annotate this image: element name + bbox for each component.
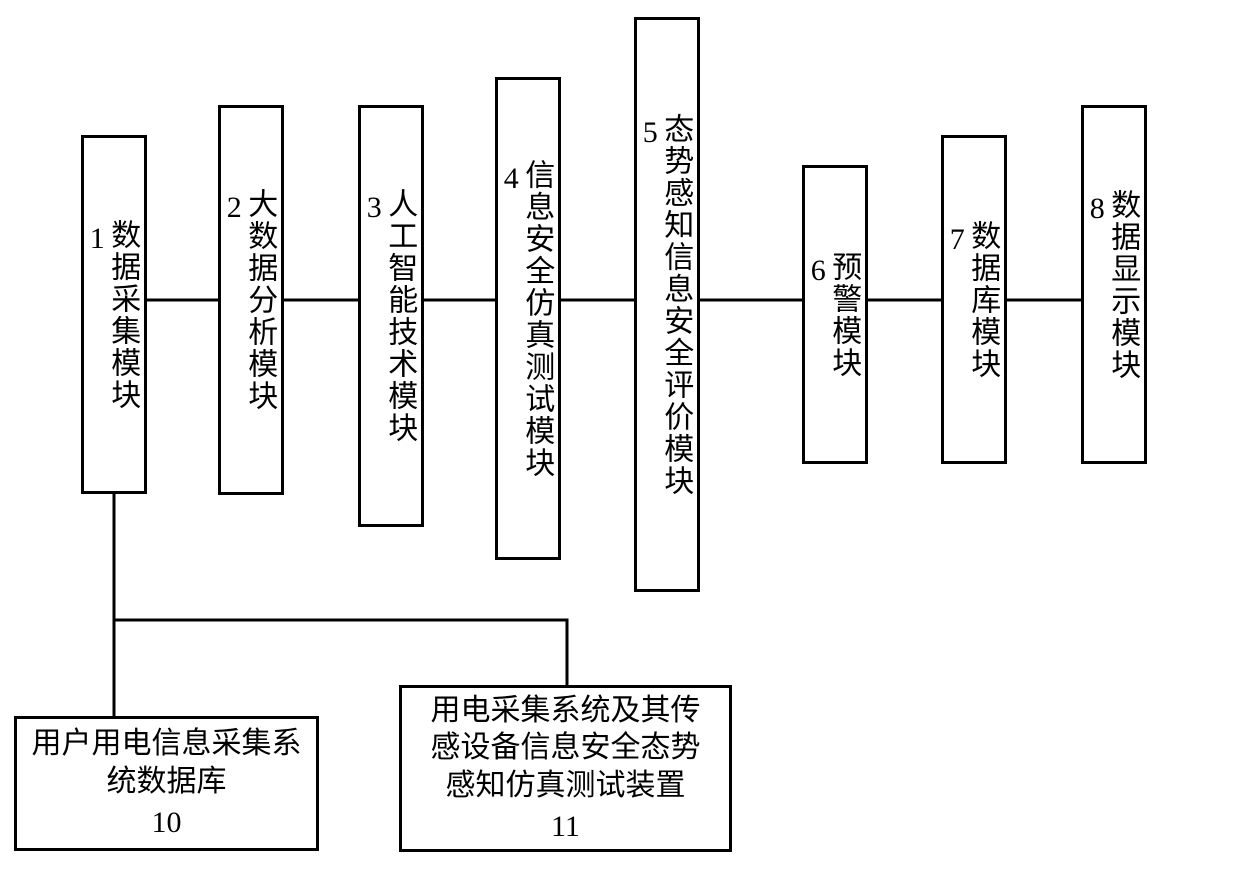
node-label: 数据显示模块 [1106,189,1139,381]
node-n7: 数据库模块7 [941,135,1007,464]
node-label: 数据库模块 [966,220,999,380]
node-n3: 人工智能技术模块3 [358,105,424,527]
node-label: 信息安全仿真测试模块 [520,159,553,479]
node-n7-text: 数据库模块7 [946,212,1003,388]
node-label: 大数据分析模块 [243,188,276,412]
node-label: 数据采集模块 [106,219,139,411]
node-n5-text: 态势感知信息安全评价模块5 [639,105,696,505]
node-n10: 用户用电信息采集系统数据库 10 [14,716,319,851]
node-label: 态势感知信息安全评价模块 [659,113,692,497]
node-num: 10 [31,804,302,842]
node-n4: 信息安全仿真测试模块4 [495,77,561,560]
node-num: 6 [811,255,828,287]
node-num: 7 [950,224,967,256]
node-n6-text: 预警模块6 [807,243,864,387]
node-n3-text: 人工智能技术模块3 [363,180,420,452]
node-n5: 态势感知信息安全评价模块5 [634,17,700,592]
node-num: 3 [367,192,384,224]
node-n2-text: 大数据分析模块2 [223,180,280,420]
node-label: 用电采集系统及其传感设备信息安全态势感知仿真测试装置 [431,694,701,802]
node-num: 5 [643,117,660,149]
node-n8: 数据显示模块8 [1081,105,1147,464]
node-n11-text: 用电采集系统及其传感设备信息安全态势感知仿真测试装置 11 [402,682,729,856]
node-n8-text: 数据显示模块8 [1086,181,1143,389]
node-n4-text: 信息安全仿真测试模块4 [500,151,557,487]
node-num: 11 [416,808,715,846]
edge-n1-n11 [114,620,567,685]
node-n6: 预警模块6 [802,165,868,464]
node-n2: 大数据分析模块2 [218,105,284,495]
node-label: 用户用电信息采集系统数据库 [32,727,302,798]
node-num: 1 [90,223,107,255]
node-n1-text: 数据采集模块1 [86,211,143,419]
node-n11: 用电采集系统及其传感设备信息安全态势感知仿真测试装置 11 [399,685,732,852]
node-n1: 数据采集模块1 [81,135,147,494]
node-label: 人工智能技术模块 [383,188,416,444]
node-n10-text: 用户用电信息采集系统数据库 10 [17,715,316,852]
node-label: 预警模块 [827,251,860,379]
node-num: 4 [504,163,521,195]
node-num: 8 [1090,193,1107,225]
node-num: 2 [227,192,244,224]
